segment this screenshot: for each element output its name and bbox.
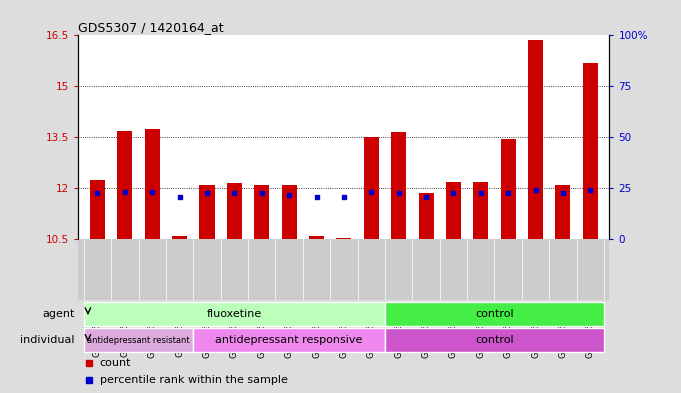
Bar xyxy=(385,328,604,353)
Bar xyxy=(84,301,385,326)
Bar xyxy=(84,328,193,353)
Bar xyxy=(336,238,351,239)
Text: individual: individual xyxy=(20,335,75,345)
Bar xyxy=(473,182,488,239)
Bar xyxy=(144,129,160,239)
Bar xyxy=(227,183,242,239)
Bar xyxy=(117,130,132,239)
Bar xyxy=(254,185,269,239)
Bar xyxy=(309,236,324,239)
Text: GDS5307 / 1420164_at: GDS5307 / 1420164_at xyxy=(78,21,224,34)
Bar xyxy=(446,182,461,239)
Bar xyxy=(172,236,187,239)
Bar xyxy=(200,185,215,239)
Bar xyxy=(583,62,598,239)
Text: percentile rank within the sample: percentile rank within the sample xyxy=(99,375,287,385)
Text: agent: agent xyxy=(42,309,75,319)
Text: control: control xyxy=(475,309,513,319)
Text: antidepressant responsive: antidepressant responsive xyxy=(215,335,363,345)
Bar xyxy=(528,40,543,239)
Text: fluoxetine: fluoxetine xyxy=(207,309,262,319)
Bar xyxy=(501,139,516,239)
Text: antidepressant resistant: antidepressant resistant xyxy=(87,336,190,345)
Bar xyxy=(90,180,105,239)
Text: control: control xyxy=(475,335,513,345)
Bar xyxy=(391,132,406,239)
Text: count: count xyxy=(99,358,131,367)
Bar xyxy=(282,185,297,239)
Bar xyxy=(385,301,604,326)
Bar xyxy=(193,328,385,353)
Bar xyxy=(364,137,379,239)
Bar xyxy=(419,193,434,239)
Bar xyxy=(556,185,571,239)
